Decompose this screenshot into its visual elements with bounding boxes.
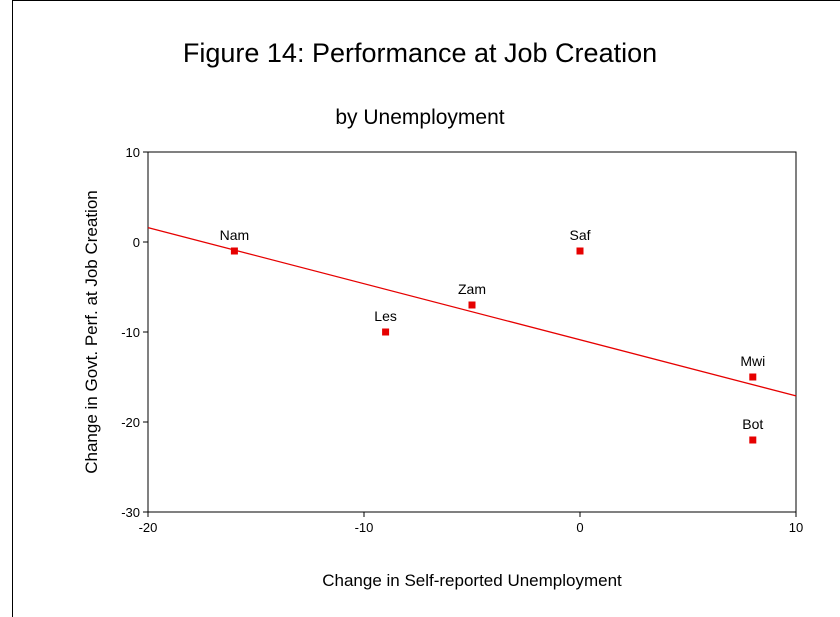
chart-title: Figure 14: Performance at Job Creation: [182, 38, 658, 68]
data-point-label: Saf: [569, 227, 590, 243]
plot-area: [147, 151, 797, 513]
data-points: Nam Les Zam Saf Mwi Bot: [220, 227, 765, 444]
y-tick-label: -30: [121, 505, 140, 520]
data-point: [468, 301, 476, 309]
data-point: [749, 436, 757, 444]
data-point-label: Nam: [220, 227, 250, 243]
chart-subtitle: by Unemployment: [335, 106, 505, 129]
y-axis-label: Change in Govt. Perf. at Job Creation: [82, 190, 101, 474]
data-point: [382, 328, 390, 336]
trend-line: [147, 226, 797, 397]
data-point-label: Zam: [458, 281, 486, 297]
y-tick-label: -10: [121, 325, 140, 340]
x-axis: -20 -10 0 10: [139, 512, 803, 535]
x-tick-label: -10: [355, 520, 374, 535]
x-tick-label: 10: [789, 520, 803, 535]
y-axis: 10 0 -10 -20 -30: [121, 145, 148, 520]
data-point-label: Les: [374, 308, 397, 324]
data-point: [749, 373, 757, 381]
x-axis-label: Change in Self-reported Unemployment: [322, 571, 622, 590]
data-point: [576, 247, 584, 255]
y-tick-label: 10: [126, 145, 140, 160]
y-tick-label: -20: [121, 415, 140, 430]
data-point-label: Bot: [742, 416, 763, 432]
figure-frame: [12, 0, 840, 617]
data-point: [230, 247, 238, 255]
x-tick-label: -20: [139, 520, 158, 535]
y-tick-label: 0: [133, 235, 140, 250]
x-tick-label: 0: [576, 520, 583, 535]
data-point-label: Mwi: [740, 353, 765, 369]
